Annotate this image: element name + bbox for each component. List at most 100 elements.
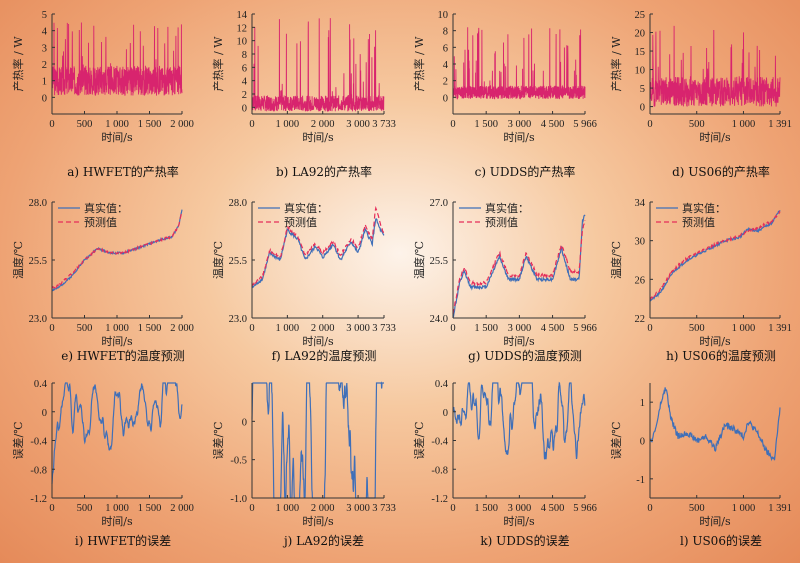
y-tick-label: 23.0 (229, 314, 247, 325)
y-tick-label: 24.0 (430, 314, 448, 325)
x-tick-label: 2 000 (311, 503, 335, 514)
y-tick-label: 1 (640, 398, 645, 409)
y-tick-label: 25 (635, 10, 646, 21)
legend-label: 预测值 (485, 216, 518, 229)
x-tick-label: 2 000 (311, 119, 335, 130)
panel-c: 0 1 500 3 000 4 500 5 966 0 2 4 6 8 10 时间/s 产热率 / W c… (412, 10, 597, 179)
y-tick-label: 14 (237, 10, 248, 21)
x-tick-label: 0 (450, 119, 455, 130)
y-tick-label: 0 (242, 417, 247, 428)
y-tick-label: 12 (237, 23, 248, 34)
x-axis-label: 时间/s (503, 131, 535, 144)
panel-caption: d) US06的产热率 (672, 164, 770, 179)
x-tick-label: 4 500 (541, 119, 565, 130)
y-tick-label: -0.8 (431, 465, 448, 476)
y-tick-label: 1 (42, 77, 47, 88)
y-tick-label: 2 (242, 90, 247, 101)
x-tick-label: 2 000 (170, 503, 194, 514)
x-axis-label: 时间/s (101, 515, 133, 528)
x-axis-label: 时间/s (699, 335, 731, 348)
y-tick-label: -1.2 (30, 494, 47, 505)
y-tick-label: 25.5 (430, 256, 448, 267)
panel-e: 0 500 1 000 1 500 2 000 23.0 25.5 28.0 时间/s 温度/℃ 真… (11, 198, 194, 363)
x-axis-label: 时间/s (503, 515, 535, 528)
x-tick-label: 1 000 (276, 323, 300, 334)
y-tick-label: 0 (443, 93, 448, 104)
y-tick-label: 27.0 (430, 198, 448, 209)
panel-caption: b) LA92的产热率 (276, 164, 372, 179)
y-tick-label: 25.5 (229, 256, 247, 267)
legend-label: 预测值 (84, 216, 117, 229)
x-tick-label: 3 000 (346, 503, 370, 514)
x-tick-label: 0 (49, 503, 54, 514)
panel-g: 0 1 500 3 000 4 500 5 966 24.0 25.5 27.0 时间/s 温度/… (412, 198, 597, 363)
x-tick-label: 500 (77, 119, 93, 130)
y-axis-label: 温度/℃ (412, 241, 426, 279)
x-axis-label: 时间/s (699, 131, 731, 144)
x-tick-label: 0 (450, 323, 455, 334)
y-tick-label: 6 (242, 63, 247, 74)
y-axis-label: 误差/℃ (211, 421, 225, 459)
panel-caption: c) UDDS的产热率 (475, 164, 576, 179)
panel-caption: j) LA92的误差 (282, 533, 364, 548)
series-line-i-0 (51, 382, 183, 484)
x-tick-label: 3 000 (346, 323, 370, 334)
panel-caption: a) HWFET的产热率 (67, 164, 179, 179)
x-tick-label: 0 (49, 119, 54, 130)
x-tick-label: 3 000 (508, 323, 532, 334)
x-tick-label: 1 500 (138, 323, 162, 334)
x-tick-label: 3 733 (372, 119, 396, 130)
x-tick-label: 5 966 (573, 323, 597, 334)
x-tick-label: 1 000 (732, 119, 756, 130)
series-line-d-0 (649, 25, 781, 107)
y-tick-label: 4 (42, 27, 48, 38)
x-tick-label: 0 (647, 323, 652, 334)
x-tick-label: 1 500 (474, 323, 498, 334)
series-line-g-0 (452, 214, 586, 318)
x-tick-label: 2 000 (170, 323, 194, 334)
x-tick-label: 1 000 (105, 119, 129, 130)
x-tick-label: 1 000 (276, 503, 300, 514)
panel-caption: k) UDDS的误差 (480, 533, 569, 548)
y-tick-label: 10 (237, 37, 248, 48)
panel-a: 0 500 1 000 1 500 2 000 0 1 2 3 4 5 时间/s 产热率 / W a) H… (11, 10, 194, 179)
series-line-h-0 (649, 210, 781, 302)
series-line-b-0 (251, 18, 385, 113)
x-axis-label: 时间/s (302, 131, 334, 144)
series-line-h-1 (649, 210, 781, 301)
y-axis-label: 产热率 / W (11, 36, 25, 92)
x-tick-label: 1 500 (138, 503, 162, 514)
y-axis-label: 温度/℃ (11, 241, 25, 279)
y-tick-label: 0 (640, 437, 645, 448)
series-line-l-0 (649, 387, 781, 462)
series-line-g-1 (452, 219, 586, 314)
x-tick-label: 0 (249, 503, 254, 514)
series-line-j-0 (251, 381, 384, 499)
legend-label: 真实值： (485, 201, 529, 215)
y-tick-label: 0 (640, 103, 645, 114)
x-tick-label: 1 391 (768, 119, 792, 130)
panel-d: 0 500 1 000 1 391 0 5 10 15 20 25 时间/s 产热率 / W d) US… (609, 10, 792, 179)
x-tick-label: 500 (77, 323, 93, 334)
y-tick-label: 28.0 (229, 198, 247, 209)
panel-k: 0 1 500 3 000 4 500 5 966 -1.2 -0.8 -0.4 0 0.4 时间/… (412, 379, 597, 548)
y-tick-label: 15 (635, 47, 646, 58)
y-axis-label: 产热率 / W (412, 36, 426, 92)
x-tick-label: 4 500 (541, 323, 565, 334)
y-tick-label: 34 (635, 198, 646, 209)
x-tick-label: 4 500 (541, 503, 565, 514)
x-tick-label: 3 733 (372, 503, 396, 514)
x-axis-label: 时间/s (302, 515, 334, 528)
panel-caption: h) US06的温度预测 (666, 348, 776, 363)
x-tick-label: 500 (689, 323, 705, 334)
y-axis-label: 产热率 / W (609, 36, 623, 92)
x-tick-label: 1 000 (105, 323, 129, 334)
y-tick-label: 20 (635, 29, 646, 40)
x-tick-label: 500 (689, 503, 705, 514)
legend-label: 真实值： (682, 201, 726, 215)
panel-caption: i) HWFET的误差 (75, 533, 171, 548)
x-tick-label: 1 000 (105, 503, 129, 514)
y-tick-label: 22 (635, 314, 646, 325)
panel-caption: g) UDDS的温度预测 (468, 348, 582, 363)
